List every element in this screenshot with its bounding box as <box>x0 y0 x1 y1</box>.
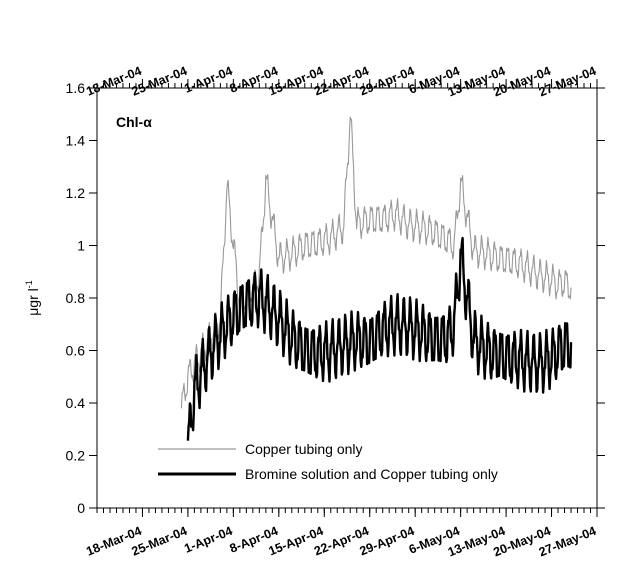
y-tick-label: 0.2 <box>66 448 86 464</box>
y-axis-ticks: 0 0.2 0.4 0.6 0.8 1 1.2 1.4 1.6 <box>66 80 605 516</box>
y-tick-label: 1.2 <box>66 185 86 201</box>
y-tick-label: 1.4 <box>66 133 86 149</box>
y-tick-label: 0 <box>77 500 85 516</box>
y-tick-label: 0.4 <box>66 395 86 411</box>
legend: Copper tubing only Bromine solution and … <box>158 441 498 482</box>
y-axis-label-text: μgr l <box>25 288 41 316</box>
x-tick-label-bottom: 1-Apr-04 <box>182 524 234 556</box>
y-tick-label: 0.6 <box>66 343 86 359</box>
x-axis-ticks-bottom: 18-Mar-0425-Mar-041-Apr-048-Apr-0415-Apr… <box>84 508 598 559</box>
series-line-bromine <box>186 236 573 441</box>
y-tick-label: 0.8 <box>66 290 86 306</box>
y-tick-label: 1.6 <box>66 80 86 96</box>
panel-label: Chl-α <box>116 114 152 130</box>
legend-label-bromine: Bromine solution and Copper tubing only <box>245 466 498 482</box>
y-tick-label: 1 <box>77 238 85 254</box>
series-layer <box>180 116 573 441</box>
y-axis-label: μgr l-1 <box>24 280 41 316</box>
legend-label-copper: Copper tubing only <box>245 441 363 457</box>
y-axis-label-superscript: -1 <box>24 280 34 288</box>
x-axis-ticks-top: 18-Mar-0425-Mar-041-Apr-048-Apr-0415-Apr… <box>84 64 598 100</box>
x-tick-label-top: 1-Apr-04 <box>182 64 234 96</box>
